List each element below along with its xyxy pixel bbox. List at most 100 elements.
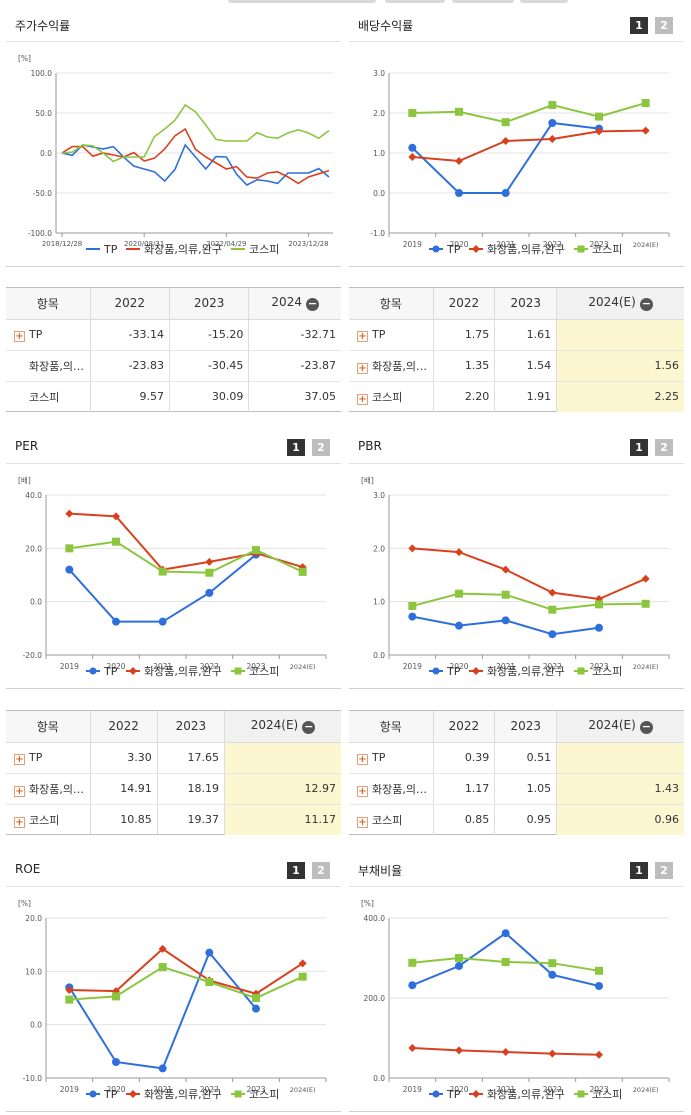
expand-plus-icon[interactable]: + (14, 330, 25, 342)
column-header-label: 2023 (510, 296, 541, 311)
view-2-button[interactable]: 2 (655, 439, 673, 456)
x-tick-label: 2021 (153, 1085, 172, 1094)
column-header-label: 2022 (448, 296, 480, 311)
data-point-kospi (595, 966, 603, 975)
column-header-label: 2024(E) (588, 295, 636, 310)
data-point-kospi (112, 537, 120, 546)
row-label: TP (372, 750, 386, 764)
table-header-row: 항목 2022 2023 2024(E) − (6, 711, 341, 743)
row-label: 코스피 (372, 813, 403, 827)
data-point-tp (112, 1058, 120, 1066)
dividend-yield-chart: 3.0 2.0 1.0 0.0 -1.0 2019 2020 2021 2022 2023 2024… (370, 69, 670, 256)
table-header-row: 항목 2022 2023 2024(E) − (349, 288, 684, 320)
roe-chart: [%] 20.0 10.0 0.0 -10.0 2019 2020 2021 2022 2023 2… (18, 899, 327, 1101)
expand-plus-icon[interactable]: + (357, 393, 368, 405)
series-line-tp (61, 143, 330, 186)
value-cell: 1.35 (433, 350, 496, 382)
data-point-kospi (455, 954, 463, 962)
legend-label: 코스피 (249, 243, 279, 256)
row-label-cell: + TP (6, 319, 91, 351)
collapse-icon[interactable]: − (302, 720, 316, 735)
table-row: + TP 1.75 1.61 (349, 319, 684, 351)
view-2-button[interactable]: 2 (312, 439, 330, 456)
view-1-button[interactable]: 1 (287, 862, 305, 879)
series-line-industry (412, 129, 646, 163)
value-cell: -30.45 (169, 350, 250, 382)
data-point-industry (548, 1049, 557, 1058)
data-point-kospi (408, 109, 417, 117)
expand-plus-icon[interactable]: + (14, 785, 25, 797)
top-tab-3[interactable] (452, 0, 514, 3)
x-tick-label: 2023 (589, 662, 608, 671)
stock-return-panel: 주가수익률 [%] 100.0 50.0 0.0 -50.0 -100.0 2018/12/… (6, 8, 341, 267)
unit-label: [%] (361, 899, 374, 908)
view-1-button[interactable]: 1 (287, 439, 305, 456)
y-tick-label: 400.0 (364, 914, 386, 923)
x-tick-label: 2022 (200, 1085, 219, 1094)
view-1-button[interactable]: 1 (630, 862, 648, 879)
legend-label: 화장품,의류,완구 (144, 665, 222, 678)
unit-label: [배] (361, 476, 374, 485)
data-point-kospi (65, 544, 74, 553)
view-2-button[interactable]: 2 (655, 17, 673, 34)
unit-label: [%] (18, 54, 31, 63)
data-table: 항목 2022 2023 2024(E) − + TP 1.75 1.61 + 화장품,의… 1.35… (349, 288, 684, 412)
y-tick-label: 100.0 (31, 69, 53, 78)
per-panel: PER 1 2 [배] 40.0 20.0 0.0 -20.0 2019 2020 2021 2… (6, 430, 341, 689)
table-row: + 코스피 0.85 0.95 0.96 (349, 804, 684, 835)
unit-label: [배] (18, 476, 31, 485)
legend-label: 코스피 (592, 243, 622, 256)
top-tab-4[interactable] (520, 0, 568, 3)
y-tick-label: 0.0 (30, 1021, 42, 1030)
data-point-tp (408, 981, 417, 990)
expand-plus-icon[interactable]: + (357, 362, 368, 374)
stock-return-chart: [%]100.0 50.0 0.0 -50.0 -100.0 2018/12/28 2020… (18, 54, 333, 256)
view-1-button[interactable]: 1 (630, 439, 648, 456)
top-tab-1[interactable] (228, 0, 376, 3)
value-cell (556, 742, 684, 774)
column-header-label: 2022 (448, 719, 480, 734)
view-2-button[interactable]: 2 (312, 862, 330, 879)
collapse-icon[interactable]: − (639, 297, 653, 312)
data-point-kospi (112, 992, 120, 1001)
data-point-industry (298, 563, 307, 572)
panel-header: 부채비율 1 2 (349, 853, 684, 887)
data-point-tp (548, 119, 557, 127)
collapse-icon[interactable]: − (305, 297, 319, 312)
data-point-industry (205, 557, 214, 566)
column-header: 2023 (169, 288, 250, 320)
expand-plus-icon[interactable]: + (357, 330, 368, 342)
data-point-industry (641, 574, 650, 583)
view-1-button[interactable]: 1 (630, 17, 648, 34)
data-point-kospi (501, 958, 510, 966)
expand-plus-icon[interactable]: + (357, 753, 368, 765)
x-tick-label: 2022 (543, 240, 562, 249)
view-2-button[interactable]: 2 (655, 862, 673, 879)
x-tick-label: 2023/12/28 (288, 240, 328, 248)
expand-plus-icon[interactable]: + (357, 785, 368, 797)
data-table: 항목 2022 2023 2024(E) − + TP 0.39 0.51 + 화장품,의… 1.17… (349, 711, 684, 835)
data-point-tp (408, 143, 417, 152)
x-tick-label: 2020/08/31 (124, 240, 164, 248)
dividend-yield-panel: 배당수익률 1 2 3.0 2.0 1.0 0.0 -1.0 2019 2020 2021 20… (349, 8, 684, 267)
legend-marker (577, 667, 585, 675)
legend-label: TP (446, 665, 461, 678)
table-row: + 코스피 10.85 19.37 11.17 (6, 804, 341, 835)
data-point-tp (455, 621, 463, 630)
row-label-cell: + 코스피 (6, 804, 91, 835)
data-point-industry (501, 137, 510, 145)
expand-plus-icon[interactable]: + (357, 816, 368, 828)
table-row: + TP 0.39 0.51 (349, 742, 684, 774)
x-tick-label: 2022 (200, 662, 219, 671)
data-point-tp (252, 1004, 260, 1013)
value-cell: 17.65 (157, 742, 225, 774)
value-cell: 2.20 (433, 381, 496, 412)
column-header-label: 항목 (379, 719, 402, 734)
x-tick-label: 2023 (246, 662, 265, 671)
top-tab-2[interactable] (385, 0, 445, 3)
collapse-icon[interactable]: − (639, 720, 653, 735)
column-header: 2023 (494, 711, 558, 743)
expand-plus-icon[interactable]: + (14, 753, 25, 765)
data-point-tp (501, 189, 510, 197)
expand-plus-icon[interactable]: + (14, 816, 25, 828)
